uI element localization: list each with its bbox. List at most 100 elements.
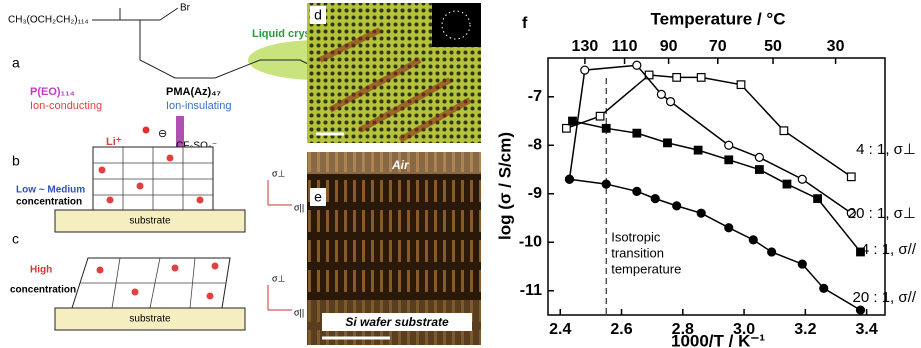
marker	[754, 165, 764, 174]
marker	[782, 179, 792, 189]
panel-label: c	[12, 231, 19, 247]
y-axis-title: log (σ / S/cm)	[495, 132, 514, 240]
marker	[813, 194, 822, 204]
marker	[846, 208, 856, 218]
marker	[736, 80, 746, 90]
x-tick-label: 2.4	[549, 321, 571, 338]
series-label: 20 : 1, σ//	[853, 289, 917, 306]
series-label: 4 : 1, σ//	[861, 241, 917, 258]
sigma-par: σ||	[294, 202, 304, 212]
bromine: Br	[180, 3, 191, 14]
air-layer	[307, 152, 481, 174]
marker	[601, 179, 611, 189]
sigma-perp: σ⊥	[272, 273, 286, 283]
label-box	[322, 313, 472, 331]
marker	[855, 305, 866, 315]
marker	[748, 235, 758, 245]
ion	[142, 126, 150, 134]
substrate-label: substrate	[129, 216, 171, 227]
marker	[856, 247, 865, 257]
x2-tick-label: 50	[764, 38, 782, 55]
ions	[96, 262, 219, 300]
marker	[665, 97, 676, 107]
x-tick-label: 3.2	[794, 321, 816, 338]
marker	[797, 174, 807, 184]
x-tick-label: 2.8	[672, 321, 694, 338]
marker	[696, 72, 706, 82]
y-tick-label: -9	[528, 185, 542, 202]
sigma-par: σ||	[294, 307, 304, 317]
y-tick-label: -10	[519, 233, 542, 250]
substrate	[54, 209, 246, 233]
panel-label: d	[314, 7, 322, 23]
marker	[595, 111, 605, 121]
y-tick-label: -11	[520, 282, 542, 299]
marker	[672, 201, 682, 211]
series-line	[566, 74, 852, 178]
label-box	[310, 6, 326, 24]
x2-axis-title: Temperature / °C	[651, 9, 786, 28]
marker	[819, 283, 829, 293]
sigma-perp: σ⊥	[272, 168, 286, 178]
structure	[92, 7, 215, 79]
x2-tick-label: 90	[660, 38, 678, 55]
series-line	[572, 120, 862, 253]
anion-symbol: ⊖	[158, 128, 167, 140]
ions	[98, 154, 204, 204]
block-role: Ion-conducting	[30, 100, 102, 112]
marker	[724, 155, 734, 165]
plot-frame	[547, 57, 886, 316]
x2-tick-label: 130	[572, 38, 599, 55]
defects	[318, 27, 472, 143]
air-label: Air	[391, 158, 410, 172]
concentration-level: High	[30, 265, 52, 276]
series-line	[569, 178, 861, 311]
annotation: Isotropic	[611, 229, 661, 244]
concentration-label: concentration	[10, 285, 76, 296]
annotation: temperature	[611, 261, 681, 276]
formula: CH₃(OCH₂CH₂)₁₁₄	[8, 15, 88, 26]
concentration-level: Low ~ Medium	[16, 185, 85, 196]
film-grid	[93, 147, 213, 210]
marker	[779, 126, 789, 136]
marker	[797, 259, 807, 269]
marker	[724, 223, 734, 233]
series-line	[568, 64, 852, 214]
block-role: Ion-insulating	[166, 100, 231, 112]
marker	[632, 60, 642, 70]
marker	[696, 208, 706, 218]
label-box	[310, 188, 326, 206]
y-tick-label: -8	[528, 137, 542, 154]
substrate	[54, 307, 246, 331]
film-grid	[80, 257, 226, 309]
x2-tick-label: 70	[709, 38, 727, 55]
x-tick-label: 3.4	[855, 321, 877, 338]
x-tick-label: 2.6	[610, 321, 632, 338]
marker	[561, 123, 571, 133]
panel-label: e	[314, 189, 322, 205]
x2-tick-label: 110	[612, 38, 638, 55]
block-name: PMA(Az)₄₇	[166, 86, 221, 98]
series-label: 4 : 1, σ⊥	[856, 141, 916, 158]
axes-icon	[267, 180, 292, 206]
cation: Li⁺	[106, 136, 122, 148]
marker	[564, 174, 575, 184]
concentration-label: concentration	[16, 197, 82, 208]
marker	[632, 186, 642, 196]
panel-label: f	[522, 15, 528, 32]
annotation: transition	[611, 245, 664, 260]
marker	[568, 116, 577, 126]
panel-label: a	[12, 55, 20, 71]
x2-tick-label: 30	[827, 38, 845, 55]
substrate-label: substrate	[129, 314, 171, 325]
marker	[656, 89, 666, 99]
marker	[601, 123, 611, 133]
marker	[650, 194, 660, 204]
marker	[580, 65, 590, 75]
x-tick-label: 3.0	[733, 321, 755, 338]
substrate-label: Si wafer substrate	[345, 315, 449, 329]
marker	[632, 128, 642, 138]
block-name: P(EO)₁₁₄	[30, 86, 75, 98]
marker	[663, 138, 672, 148]
